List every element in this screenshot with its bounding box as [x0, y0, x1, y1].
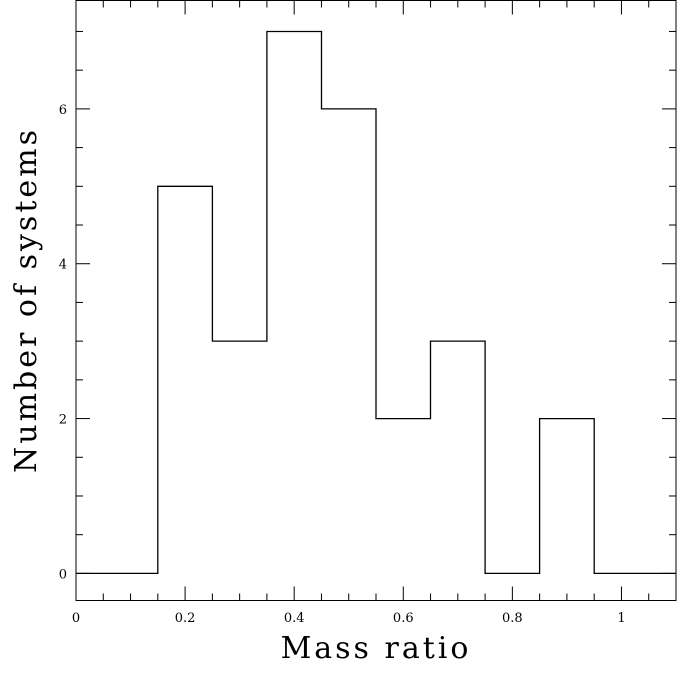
axis-ticks — [75, 0, 677, 601]
x-tick-label: 0.2 — [175, 611, 196, 626]
histogram-step-line — [76, 30, 676, 575]
x-axis-title: Mass ratio — [281, 631, 472, 666]
x-tick-label: 0.4 — [284, 611, 305, 626]
y-axis-title: Number of systems — [9, 127, 44, 473]
y-tick-label: 6 — [59, 103, 67, 118]
x-tick-label: 0.8 — [502, 611, 523, 626]
x-tick-label: 0.6 — [393, 611, 414, 626]
y-tick-label: 2 — [59, 413, 67, 428]
x-tick-label: 1 — [617, 611, 625, 626]
y-tick-label: 4 — [59, 258, 67, 273]
x-tick-label: 0 — [72, 611, 80, 626]
y-tick-label: 0 — [59, 567, 67, 582]
axis-tick-labels: 0 0.2 0.4 0.6 0.8 1 0 2 4 6 — [59, 103, 626, 626]
